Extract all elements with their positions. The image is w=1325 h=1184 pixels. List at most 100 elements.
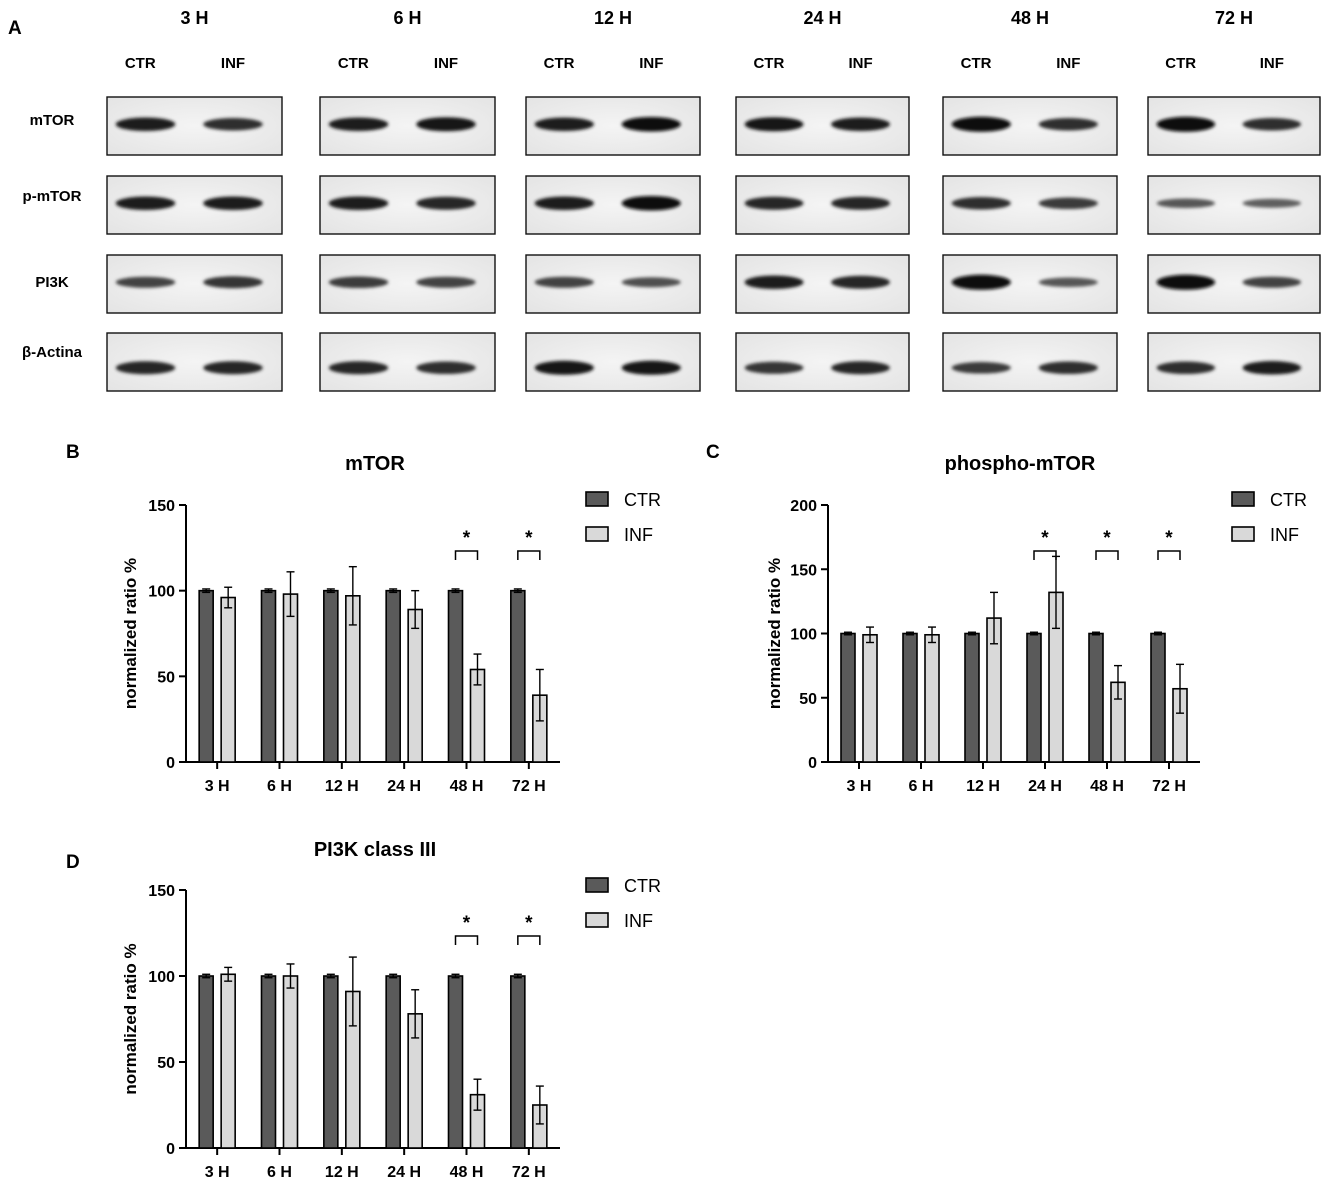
- protein-band: [115, 276, 176, 288]
- bar-ctr-12-h: [323, 975, 339, 1149]
- bar-inf-3-h: [220, 973, 236, 1149]
- bar-ctr-3-h: [198, 975, 214, 1149]
- bar-ctr-48-h: [447, 975, 464, 1149]
- mtor-bar-chart: mTOR normalized ratio % 0 50 100 150 3 H 6 H 12 …: [121, 453, 661, 795]
- legend-swatch-inf: [585, 912, 609, 928]
- bar-ctr-24-h: [385, 975, 401, 1149]
- y-tick-label: 0: [808, 755, 817, 772]
- significance-star: *: [463, 528, 471, 549]
- protein-band: [1156, 198, 1216, 209]
- bar-ctr-72-h: [510, 589, 526, 763]
- x-tick-label: 3 H: [205, 1164, 230, 1181]
- bar-inf-6-h: [282, 975, 299, 1149]
- protein-band: [328, 117, 389, 132]
- legend-label-ctr: CTR: [624, 490, 661, 510]
- protein-label-p-mtor: p-mTOR: [23, 188, 82, 205]
- x-tick-label: 3 H: [205, 778, 230, 795]
- protein-band: [951, 197, 1011, 210]
- protein-band: [951, 116, 1011, 132]
- protein-label-actina: β-Actina: [22, 344, 83, 361]
- y-tick-label: 100: [148, 969, 175, 986]
- pi3k-chart-panel: D PI3K class III normalized ratio % 0 50 100…: [66, 839, 661, 1181]
- protein-band: [1156, 274, 1216, 290]
- protein-band: [951, 274, 1011, 290]
- timepoint-label-6-h: 6 H: [393, 8, 421, 28]
- protein-band: [744, 117, 804, 132]
- x-tick-label: 72 H: [1152, 778, 1186, 795]
- bar-ctr-24-h: [1026, 632, 1042, 763]
- protein-band: [951, 362, 1011, 374]
- legend-swatch-inf: [1231, 526, 1255, 542]
- bar-ctr-72-h: [1150, 632, 1166, 763]
- x-tick-label: 6 H: [909, 778, 934, 795]
- chart-title: phospho-mTOR: [945, 453, 1096, 475]
- protein-band: [203, 361, 263, 375]
- protein-band: [203, 118, 263, 131]
- protein-band: [621, 117, 681, 132]
- protein-band: [1038, 277, 1098, 288]
- protein-band: [621, 360, 681, 375]
- protein-band: [1242, 118, 1302, 131]
- y-tick-label: 100: [148, 584, 175, 601]
- y-axis-label: normalized ratio %: [765, 558, 784, 709]
- phospho-mtor-bar-chart: phospho-mTOR normalized ratio % 0 50 100 150 2…: [765, 453, 1307, 795]
- lane-label-inf: INF: [1260, 55, 1284, 72]
- significance-star: *: [463, 913, 471, 934]
- x-tick-label: 24 H: [387, 1164, 421, 1181]
- lane-label-inf: INF: [1056, 55, 1080, 72]
- protein-band: [1038, 197, 1098, 210]
- bar-ctr-48-h: [1088, 632, 1104, 763]
- chart-title: PI3K class III: [314, 839, 436, 861]
- legend-swatch-inf: [585, 526, 609, 542]
- panel-label-d: D: [66, 852, 80, 873]
- x-tick-label: 48 H: [450, 778, 484, 795]
- protein-band: [744, 275, 804, 290]
- y-tick-label: 50: [157, 669, 175, 686]
- lane-label-ctr: CTR: [544, 55, 575, 72]
- bar-inf-3-h: [220, 596, 236, 763]
- protein-band: [328, 361, 389, 375]
- significance-star: *: [525, 528, 533, 549]
- lane-label-inf: INF: [221, 55, 245, 72]
- protein-band: [328, 196, 389, 211]
- significance-star: *: [1165, 528, 1173, 549]
- y-tick-label: 150: [148, 883, 175, 900]
- protein-band: [621, 277, 681, 288]
- x-tick-label: 72 H: [512, 1164, 546, 1181]
- bar-inf-3-h: [862, 633, 878, 763]
- significance-bracket: [517, 935, 541, 945]
- bar-ctr-3-h: [198, 589, 214, 763]
- timepoint-label-48-h: 48 H: [1011, 8, 1049, 28]
- legend-label-inf: INF: [624, 525, 653, 545]
- lane-label-inf: INF: [639, 55, 663, 72]
- x-tick-label: 3 H: [847, 778, 872, 795]
- significance-star: *: [1041, 528, 1049, 549]
- protein-band: [416, 117, 476, 132]
- protein-band: [831, 196, 890, 210]
- protein-band: [416, 361, 476, 375]
- protein-label-pi3k: PI3K: [35, 274, 69, 291]
- protein-band: [1156, 116, 1216, 132]
- protein-band: [744, 196, 804, 210]
- bar-inf-6-h: [924, 633, 940, 763]
- lane-label-ctr: CTR: [1165, 55, 1196, 72]
- protein-band: [1242, 276, 1302, 288]
- protein-label-mtor: mTOR: [30, 112, 75, 129]
- protein-band: [831, 275, 890, 289]
- protein-band: [203, 196, 263, 211]
- blot-grid: 3 H CTR INF 6 H CTR INF 12 H CTR INF 24 H CTR INF 48…: [22, 8, 1321, 392]
- lane-label-ctr: CTR: [961, 55, 992, 72]
- y-tick-label: 150: [148, 498, 175, 515]
- timepoint-label-24-h: 24 H: [803, 8, 841, 28]
- protein-band: [416, 196, 476, 210]
- x-tick-label: 12 H: [966, 778, 1000, 795]
- mtor-chart-panel: B mTOR normalized ratio % 0 50 100 150 3 H 6 H 1…: [66, 442, 661, 795]
- bar-ctr-48-h: [447, 589, 464, 763]
- bar-ctr-6-h: [260, 589, 277, 763]
- x-tick-label: 48 H: [1090, 778, 1124, 795]
- y-tick-label: 0: [166, 755, 175, 772]
- protein-band: [1242, 361, 1302, 375]
- chart-title: mTOR: [345, 453, 405, 475]
- lane-label-ctr: CTR: [125, 55, 156, 72]
